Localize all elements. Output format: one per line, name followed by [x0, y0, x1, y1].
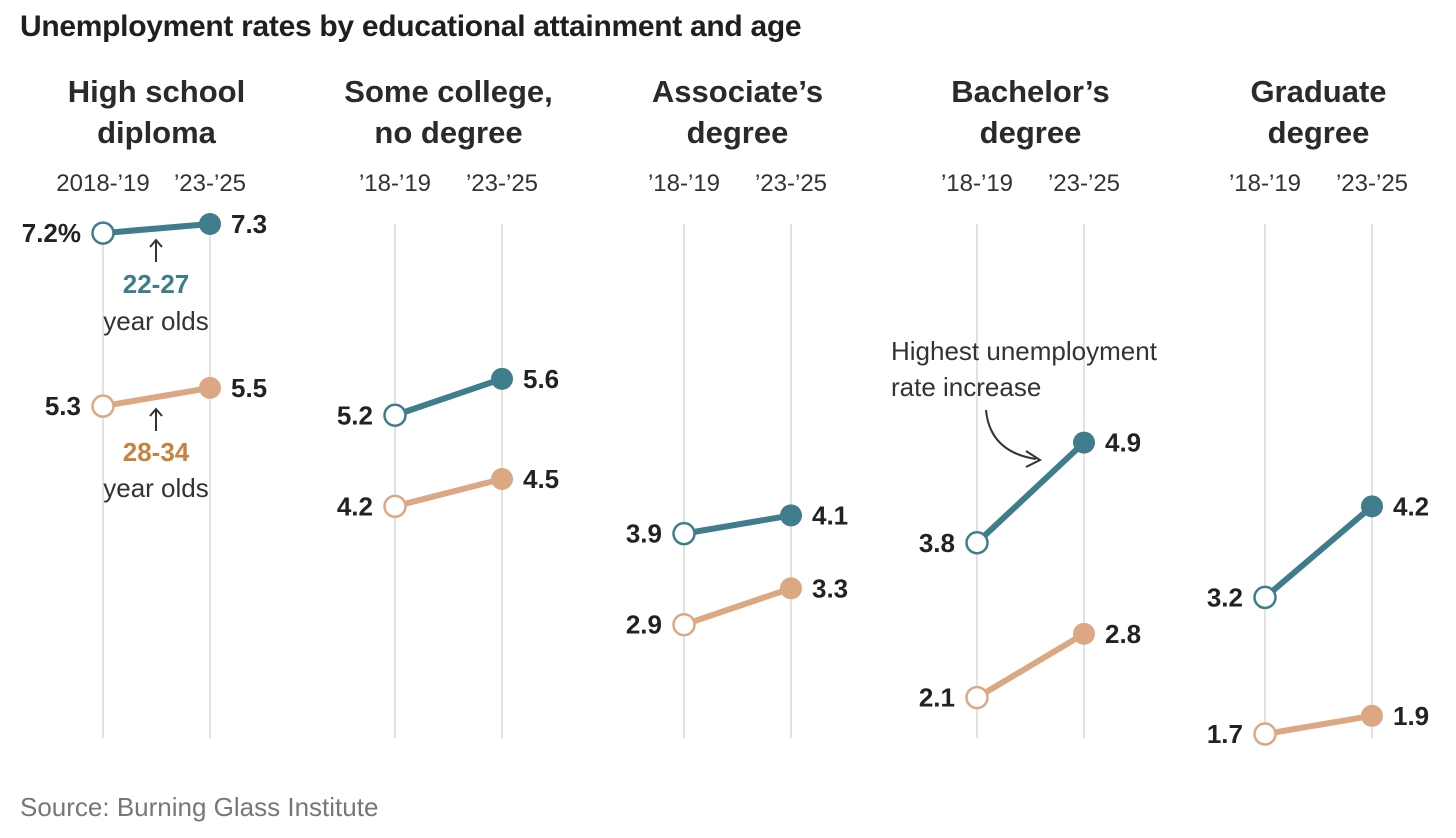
- older-slope-line-4: [1262, 712, 1375, 737]
- older-start-point-3: [965, 685, 989, 710]
- older-slope-line-2: [681, 585, 794, 628]
- young-group-arrow-head: [149, 238, 163, 248]
- highlight-annotation-arrowhead: [1025, 450, 1043, 468]
- period-start-label-1: ’18-’19: [359, 170, 431, 197]
- young-end-value-3: 4.9: [1105, 428, 1141, 458]
- older-group-arrow-head: [149, 407, 163, 417]
- period-end-label-3: ’23-’25: [1048, 170, 1120, 197]
- young-start-value-2: 3.9: [626, 519, 662, 549]
- panel-title-1-line-1: no degree: [374, 115, 522, 150]
- young-start-point-3: [965, 531, 989, 555]
- young-start-point-2: [672, 521, 696, 546]
- panel-title-4-line-1: degree: [1268, 115, 1370, 150]
- older-start-value-1: 4.2: [337, 491, 373, 521]
- period-start-label-4: ’18-’19: [1229, 170, 1301, 197]
- young-end-point-1: [491, 367, 513, 390]
- older-group-year-olds: year olds: [103, 473, 209, 503]
- highlight-annotation-arrow: [985, 409, 1037, 460]
- older-slope-line-1: [392, 476, 505, 510]
- older-start-value-0: 5.3: [45, 391, 81, 421]
- young-slope-line-0: [100, 221, 213, 237]
- highlight-annotation-line-1: Highest unemployment: [891, 336, 1158, 366]
- older-end-value-0: 5.5: [231, 373, 267, 403]
- older-end-value-2: 3.3: [812, 573, 848, 603]
- source-note: Source: Burning Glass Institute: [20, 792, 379, 822]
- young-start-point-0: [91, 221, 115, 245]
- panel-title-1-line-0: Some college,: [344, 74, 552, 109]
- older-start-point-2: [672, 612, 696, 637]
- young-start-value-4: 3.2: [1207, 582, 1243, 612]
- period-start-label-0: 2018-’19: [56, 170, 149, 197]
- period-start-label-3: ’18-’19: [941, 170, 1013, 197]
- young-group-year-olds: year olds: [103, 306, 209, 336]
- young-end-value-0: 7.3: [231, 209, 267, 239]
- older-end-value-3: 2.8: [1105, 619, 1141, 649]
- panel-title-0-line-1: diploma: [97, 115, 217, 150]
- older-end-value-4: 1.9: [1393, 701, 1429, 731]
- older-end-value-1: 4.5: [523, 464, 559, 494]
- older-end-point-2: [780, 577, 802, 600]
- young-end-value-4: 4.2: [1393, 491, 1429, 521]
- period-end-label-0: ’23-’25: [174, 170, 246, 197]
- young-start-value-0: 7.2%: [22, 218, 81, 248]
- older-start-value-3: 2.1: [919, 683, 955, 713]
- young-end-point-2: [780, 504, 802, 527]
- young-slope-line-3: [974, 439, 1087, 546]
- period-end-label-4: ’23-’25: [1336, 170, 1408, 197]
- older-start-value-4: 1.7: [1207, 719, 1243, 749]
- panel-title-3-line-1: degree: [980, 115, 1082, 150]
- young-end-value-1: 5.6: [523, 364, 559, 394]
- panel-title-0-line-0: High school: [68, 74, 245, 109]
- older-slope-line-0: [100, 384, 213, 410]
- panel-title-2-line-1: degree: [687, 115, 789, 150]
- older-end-point-3: [1073, 622, 1095, 645]
- young-start-value-3: 3.8: [919, 528, 955, 558]
- young-slope-line-4: [1262, 503, 1375, 601]
- young-end-point-0: [199, 213, 221, 235]
- young-slope-line-2: [681, 512, 794, 537]
- older-slope-line-3: [974, 630, 1087, 701]
- older-start-point-0: [91, 394, 115, 418]
- chart-title: Unemployment rates by educational attain…: [20, 10, 802, 43]
- period-start-label-2: ’18-’19: [648, 170, 720, 197]
- panel-title-4-line-0: Graduate: [1250, 74, 1386, 109]
- older-end-point-1: [491, 468, 513, 490]
- older-start-point-4: [1253, 722, 1277, 746]
- period-end-label-2: ’23-’25: [755, 170, 827, 197]
- older-end-point-4: [1361, 704, 1383, 727]
- young-slope-line-1: [392, 375, 505, 419]
- young-end-point-4: [1361, 495, 1383, 518]
- young-start-point-1: [383, 403, 407, 427]
- young-end-point-3: [1073, 431, 1095, 454]
- older-start-value-2: 2.9: [626, 610, 662, 640]
- older-end-point-0: [199, 376, 221, 399]
- young-start-value-1: 5.2: [337, 400, 373, 430]
- young-group-label: 22-27: [123, 269, 190, 299]
- panel-title-2-line-0: Associate’s: [652, 74, 823, 109]
- older-start-point-1: [383, 494, 407, 519]
- highlight-annotation-line-2: rate increase: [891, 372, 1041, 402]
- young-end-value-2: 4.1: [812, 500, 848, 530]
- panel-title-3-line-0: Bachelor’s: [951, 74, 1110, 109]
- older-group-label: 28-34: [123, 437, 190, 467]
- young-start-point-4: [1253, 585, 1277, 610]
- period-end-label-1: ’23-’25: [466, 170, 538, 197]
